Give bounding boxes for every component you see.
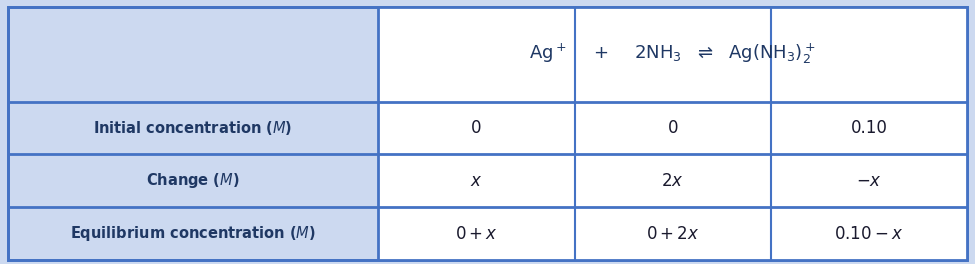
Bar	[378, 7, 967, 102]
Text: $x$: $x$	[470, 172, 483, 190]
Text: $0 + x$: $0 + x$	[455, 225, 498, 243]
Text: 0: 0	[471, 119, 482, 137]
Text: $\mathrm{Ag^+}$    $+$    $\mathrm{2NH_3}$  $\rightleftharpoons$  $\mathrm{Ag(NH: $\mathrm{Ag^+}$ $+$ $\mathrm{2NH_3}$ $\r…	[529, 42, 816, 66]
Text: $0 + 2x$: $0 + 2x$	[646, 225, 699, 243]
Bar	[378, 207, 967, 260]
Text: $2x$: $2x$	[661, 172, 684, 190]
Text: 0.10: 0.10	[850, 119, 887, 137]
Text: Initial concentration ($\mathit{M}$): Initial concentration ($\mathit{M}$)	[94, 119, 292, 137]
Text: 0: 0	[668, 119, 678, 137]
Text: $0.10 - x$: $0.10 - x$	[835, 225, 904, 243]
Text: Equilibrium concentration ($\mathit{M}$): Equilibrium concentration ($\mathit{M}$)	[70, 224, 316, 243]
Bar	[378, 102, 967, 154]
Text: $-x$: $-x$	[856, 172, 882, 190]
Text: Change ($\mathit{M}$): Change ($\mathit{M}$)	[146, 171, 240, 190]
Bar	[378, 154, 967, 207]
